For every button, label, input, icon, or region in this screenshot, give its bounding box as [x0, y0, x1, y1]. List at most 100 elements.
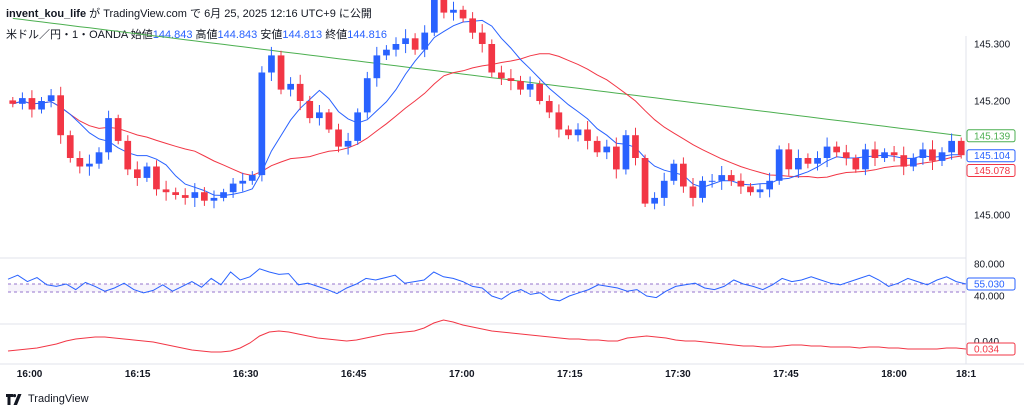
- candle-body: [373, 55, 381, 79]
- oscillator-tick-label: 40.000: [974, 292, 1005, 303]
- candle-body: [344, 140, 352, 147]
- time-tick-label: 17:00: [449, 369, 475, 380]
- candle-body: [469, 18, 476, 33]
- candle-body: [545, 101, 553, 113]
- candle-body: [929, 149, 936, 161]
- candle-body: [584, 129, 591, 141]
- candle-body: [699, 180, 706, 198]
- sma-fast-tag: 145.104: [966, 149, 1016, 163]
- candle-body: [919, 149, 927, 158]
- candle-body: [632, 135, 639, 158]
- candle-body: [766, 180, 773, 190]
- candle-body: [153, 166, 160, 190]
- candle-body: [727, 175, 735, 181]
- candle-body: [613, 146, 620, 170]
- sma-mid-tag: 145.078: [966, 164, 1016, 177]
- symbol-label[interactable]: 米ドル／円・1・OANDA: [6, 29, 128, 41]
- tradingview-footer: TradingView: [6, 393, 89, 405]
- candlesticks: [9, 0, 965, 210]
- candle-body: [890, 152, 898, 156]
- tradingview-logo-icon: [6, 393, 22, 405]
- price-tick-label: 145.200: [974, 97, 1011, 108]
- time-tick-label: 16:00: [17, 369, 43, 380]
- candle-body: [814, 158, 821, 164]
- candle-body: [574, 129, 582, 136]
- candle-body: [833, 146, 840, 153]
- sma-fast-tag-box: [966, 149, 1016, 163]
- candle-body: [910, 158, 917, 167]
- sma-slow-tag: 145.139: [966, 129, 1016, 143]
- candle-body: [670, 163, 678, 181]
- candle-body: [47, 95, 55, 101]
- candle-body: [603, 146, 611, 153]
- candle-body: [593, 140, 601, 153]
- candle-body: [229, 183, 237, 193]
- candle-body: [536, 83, 543, 101]
- candle-body: [555, 112, 563, 130]
- candle-body: [440, 0, 448, 13]
- candle-body: [823, 146, 831, 158]
- candle-body: [363, 78, 371, 113]
- candle-body: [162, 189, 170, 193]
- time-tick-label: 18:00: [881, 369, 907, 380]
- candle-body: [392, 44, 400, 50]
- candle-body: [335, 129, 342, 147]
- publish-info: が TradingView.com で 6月 25, 2025 12:16 UT…: [86, 8, 372, 20]
- low-value: 144.813: [282, 29, 323, 41]
- candle-body: [488, 44, 496, 73]
- brand-name[interactable]: TradingView: [28, 393, 89, 405]
- close-value: 144.816: [347, 29, 387, 41]
- candle-body: [842, 152, 850, 158]
- candle-body: [622, 135, 630, 170]
- oscillator-tick-label: 80.000: [974, 260, 1005, 271]
- candle-body: [210, 197, 218, 201]
- candle-body: [775, 149, 783, 181]
- candle-body: [708, 180, 716, 182]
- sma-fast-line: [12, 19, 962, 197]
- sma-slow-line: [12, 17, 962, 137]
- candle-body: [191, 192, 199, 198]
- candle-body: [354, 112, 361, 141]
- candle-body: [881, 152, 888, 158]
- candle-body: [957, 140, 965, 156]
- oscillator-value-tag: 55.030: [966, 277, 1016, 291]
- oscillator-2-value-label: 0.034: [974, 345, 999, 356]
- candle-body: [66, 135, 74, 158]
- candle-body: [431, 0, 438, 33]
- candle-body: [402, 38, 409, 44]
- oscillator-value-label: 55.030: [974, 280, 1005, 291]
- candle-body: [565, 129, 572, 136]
- time-tick-label: 16:15: [125, 369, 151, 380]
- open-value: 144.843: [152, 29, 193, 41]
- axes: 145.400145.300145.200145.000145.139145.1…: [17, 40, 1016, 380]
- candle-body: [258, 72, 266, 176]
- candle-body: [871, 149, 879, 158]
- candle-body: [9, 100, 17, 104]
- moving-averages: [12, 17, 962, 197]
- candle-body: [660, 180, 668, 198]
- candle-body: [651, 197, 658, 204]
- oscillator-2-line: [7, 319, 967, 353]
- oscillator-band: [8, 284, 966, 292]
- candle-body: [862, 149, 869, 170]
- ohlc-legend: 米ドル／円・1・OANDA 始値144.843 高値144.843 安値144.…: [6, 26, 387, 42]
- candle-body: [526, 83, 534, 90]
- candle-body: [459, 9, 467, 19]
- candle-body: [795, 158, 802, 170]
- candle-body: [641, 158, 649, 204]
- time-tick-label: 16:30: [233, 369, 259, 380]
- author-name[interactable]: invent_kou_life: [6, 8, 87, 20]
- sma-slow-tag-box: [966, 129, 1016, 143]
- candle-body: [680, 163, 687, 187]
- candle-body: [86, 163, 93, 167]
- candle-body: [411, 38, 419, 50]
- candle-body: [114, 118, 122, 141]
- time-tick-label: 17:30: [665, 369, 691, 380]
- candle-body: [756, 189, 764, 193]
- candle-body: [785, 149, 793, 170]
- candle-body: [95, 152, 103, 164]
- candle-body: [19, 98, 26, 104]
- candle-body: [172, 192, 179, 195]
- candle-body: [421, 32, 429, 50]
